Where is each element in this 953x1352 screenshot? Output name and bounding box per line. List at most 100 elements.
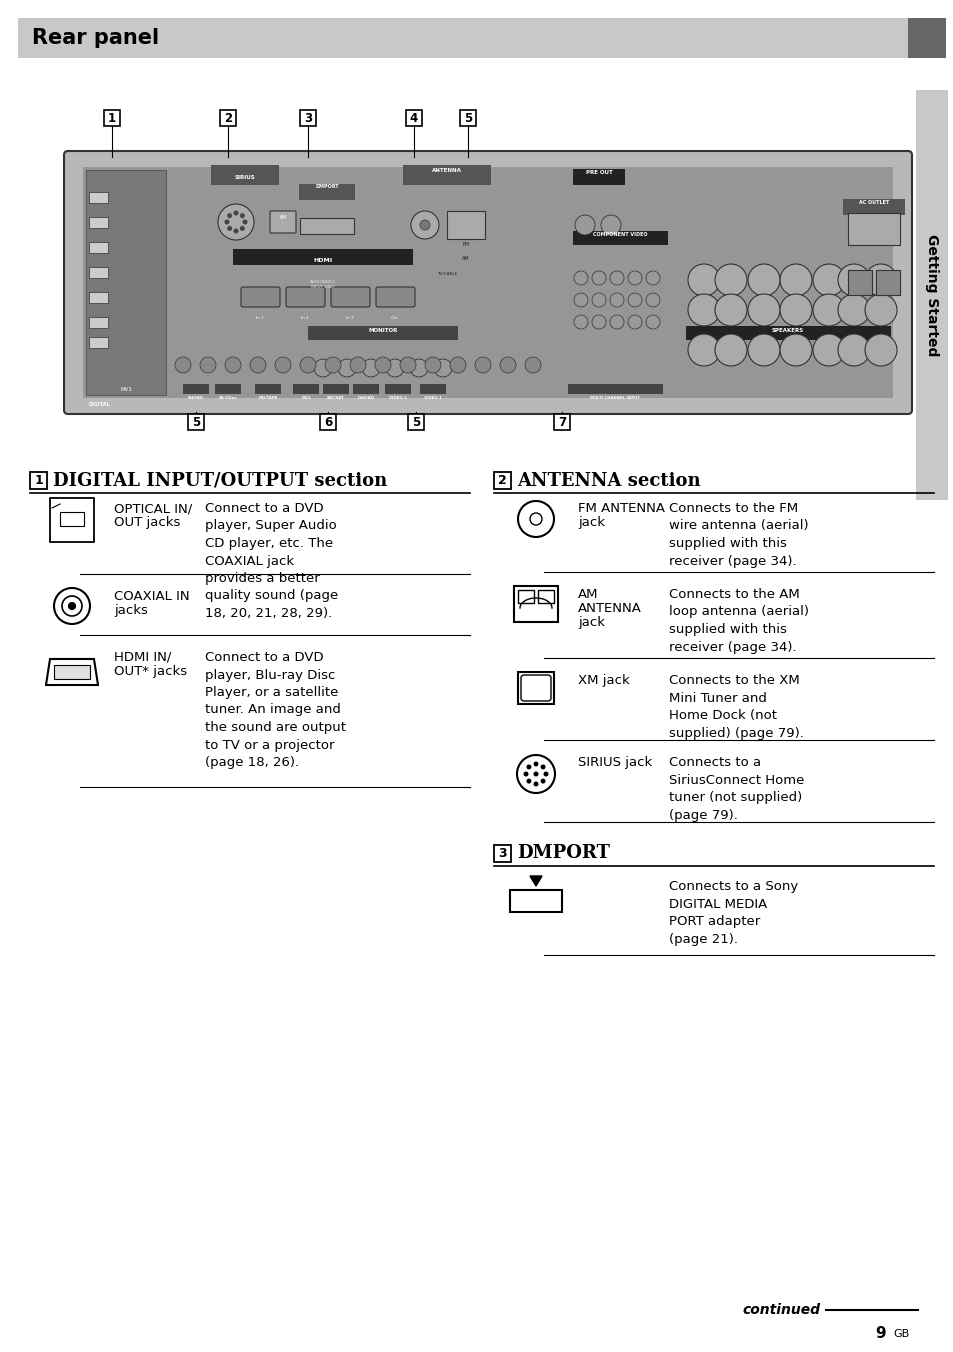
Circle shape	[450, 357, 465, 373]
Text: AM: AM	[461, 256, 469, 261]
Text: MV1: MV1	[301, 396, 311, 400]
Bar	[188, 414, 204, 430]
Circle shape	[250, 357, 266, 373]
FancyBboxPatch shape	[270, 211, 295, 233]
Circle shape	[233, 211, 238, 215]
Bar	[685, 326, 890, 339]
Bar	[514, 585, 558, 622]
Bar	[459, 110, 476, 126]
Text: XM jack: XM jack	[578, 675, 629, 687]
Circle shape	[386, 360, 403, 377]
Circle shape	[233, 228, 238, 234]
Text: MD/TAPE: MD/TAPE	[258, 396, 277, 400]
Bar	[86, 170, 166, 395]
Circle shape	[812, 264, 844, 296]
Circle shape	[627, 315, 641, 329]
Bar	[915, 91, 947, 500]
FancyBboxPatch shape	[64, 151, 911, 414]
Bar	[54, 665, 90, 679]
Circle shape	[533, 761, 537, 767]
Text: continued: continued	[741, 1303, 820, 1317]
Bar	[319, 414, 335, 430]
FancyBboxPatch shape	[331, 287, 370, 307]
Text: ASSIGNABLE
INPUT ONLY: ASSIGNABLE INPUT ONLY	[310, 280, 335, 288]
Text: SIRIUS: SIRIUS	[234, 174, 255, 180]
FancyBboxPatch shape	[90, 316, 109, 327]
Bar	[554, 414, 569, 430]
Circle shape	[218, 204, 253, 241]
Circle shape	[530, 512, 541, 525]
FancyBboxPatch shape	[90, 337, 109, 347]
Text: In 1: In 1	[256, 316, 263, 320]
Text: Connect to a DVD
player, Blu-ray Disc
Player, or a satellite
tuner. An image and: Connect to a DVD player, Blu-ray Disc Pl…	[205, 652, 346, 769]
Circle shape	[517, 754, 555, 794]
Text: Connects to the FM
wire antenna (aerial)
supplied with this
receiver (page 34).: Connects to the FM wire antenna (aerial)…	[668, 502, 808, 568]
Circle shape	[592, 270, 605, 285]
Text: SAT/SAT: SAT/SAT	[327, 396, 344, 400]
Text: Rear panel: Rear panel	[32, 28, 159, 49]
Circle shape	[627, 293, 641, 307]
Bar	[211, 165, 278, 185]
Circle shape	[399, 357, 416, 373]
Circle shape	[543, 772, 548, 776]
Bar	[875, 270, 899, 295]
Text: 5: 5	[412, 415, 419, 429]
Text: 5: 5	[192, 415, 200, 429]
Text: 3: 3	[497, 846, 506, 860]
Bar	[385, 384, 411, 393]
Bar	[308, 326, 457, 339]
Bar	[233, 249, 413, 265]
Circle shape	[350, 357, 366, 373]
Circle shape	[747, 264, 780, 296]
Circle shape	[314, 360, 332, 377]
Circle shape	[410, 360, 428, 377]
Circle shape	[837, 264, 869, 296]
Circle shape	[174, 357, 191, 373]
Text: XM: XM	[278, 215, 287, 220]
Text: Connects to a
SiriusConnect Home
tuner (not supplied)
(page 79).: Connects to a SiriusConnect Home tuner (…	[668, 756, 803, 822]
Text: 3: 3	[304, 111, 312, 124]
Text: ANTENNA section: ANTENNA section	[517, 472, 700, 489]
Text: DIGITAL INPUT/OUTPUT section: DIGITAL INPUT/OUTPUT section	[53, 472, 387, 489]
Text: HDMI IN/: HDMI IN/	[113, 652, 172, 664]
Text: OUT* jacks: OUT* jacks	[113, 665, 187, 677]
Circle shape	[864, 334, 896, 366]
Circle shape	[574, 270, 587, 285]
FancyBboxPatch shape	[90, 192, 109, 203]
Circle shape	[533, 781, 537, 787]
FancyBboxPatch shape	[241, 287, 280, 307]
Bar	[847, 270, 871, 295]
Bar	[517, 672, 554, 704]
Circle shape	[592, 293, 605, 307]
Circle shape	[575, 215, 595, 235]
Circle shape	[645, 315, 659, 329]
Bar	[298, 184, 355, 200]
Text: 6: 6	[323, 415, 332, 429]
Circle shape	[375, 357, 391, 373]
FancyBboxPatch shape	[90, 266, 109, 277]
Circle shape	[227, 214, 232, 218]
Text: SIRIUS jack: SIRIUS jack	[578, 756, 652, 769]
FancyBboxPatch shape	[447, 211, 484, 239]
Text: TV/CABLE: TV/CABLE	[436, 272, 456, 276]
Circle shape	[411, 211, 438, 239]
Circle shape	[517, 502, 554, 537]
Bar	[406, 110, 421, 126]
Text: In 3: In 3	[346, 316, 354, 320]
Text: OUT jacks: OUT jacks	[113, 516, 180, 529]
Text: Connects to the XM
Mini Tuner and
Home Dock (not
supplied) (page 79).: Connects to the XM Mini Tuner and Home D…	[668, 675, 803, 740]
Bar	[573, 231, 667, 245]
Circle shape	[714, 264, 746, 296]
FancyBboxPatch shape	[510, 890, 561, 913]
Circle shape	[239, 226, 245, 231]
Text: COAXIAL IN: COAXIAL IN	[113, 589, 190, 603]
Text: FM: FM	[462, 242, 469, 247]
Text: DVD/BD: DVD/BD	[357, 396, 375, 400]
Text: Connects to the AM
loop antenna (aerial)
supplied with this
receiver (page 34).: Connects to the AM loop antenna (aerial)…	[668, 588, 808, 653]
Text: 7: 7	[558, 415, 565, 429]
Circle shape	[747, 334, 780, 366]
Circle shape	[242, 219, 247, 224]
FancyBboxPatch shape	[50, 498, 94, 542]
Circle shape	[645, 270, 659, 285]
Bar	[214, 384, 241, 393]
